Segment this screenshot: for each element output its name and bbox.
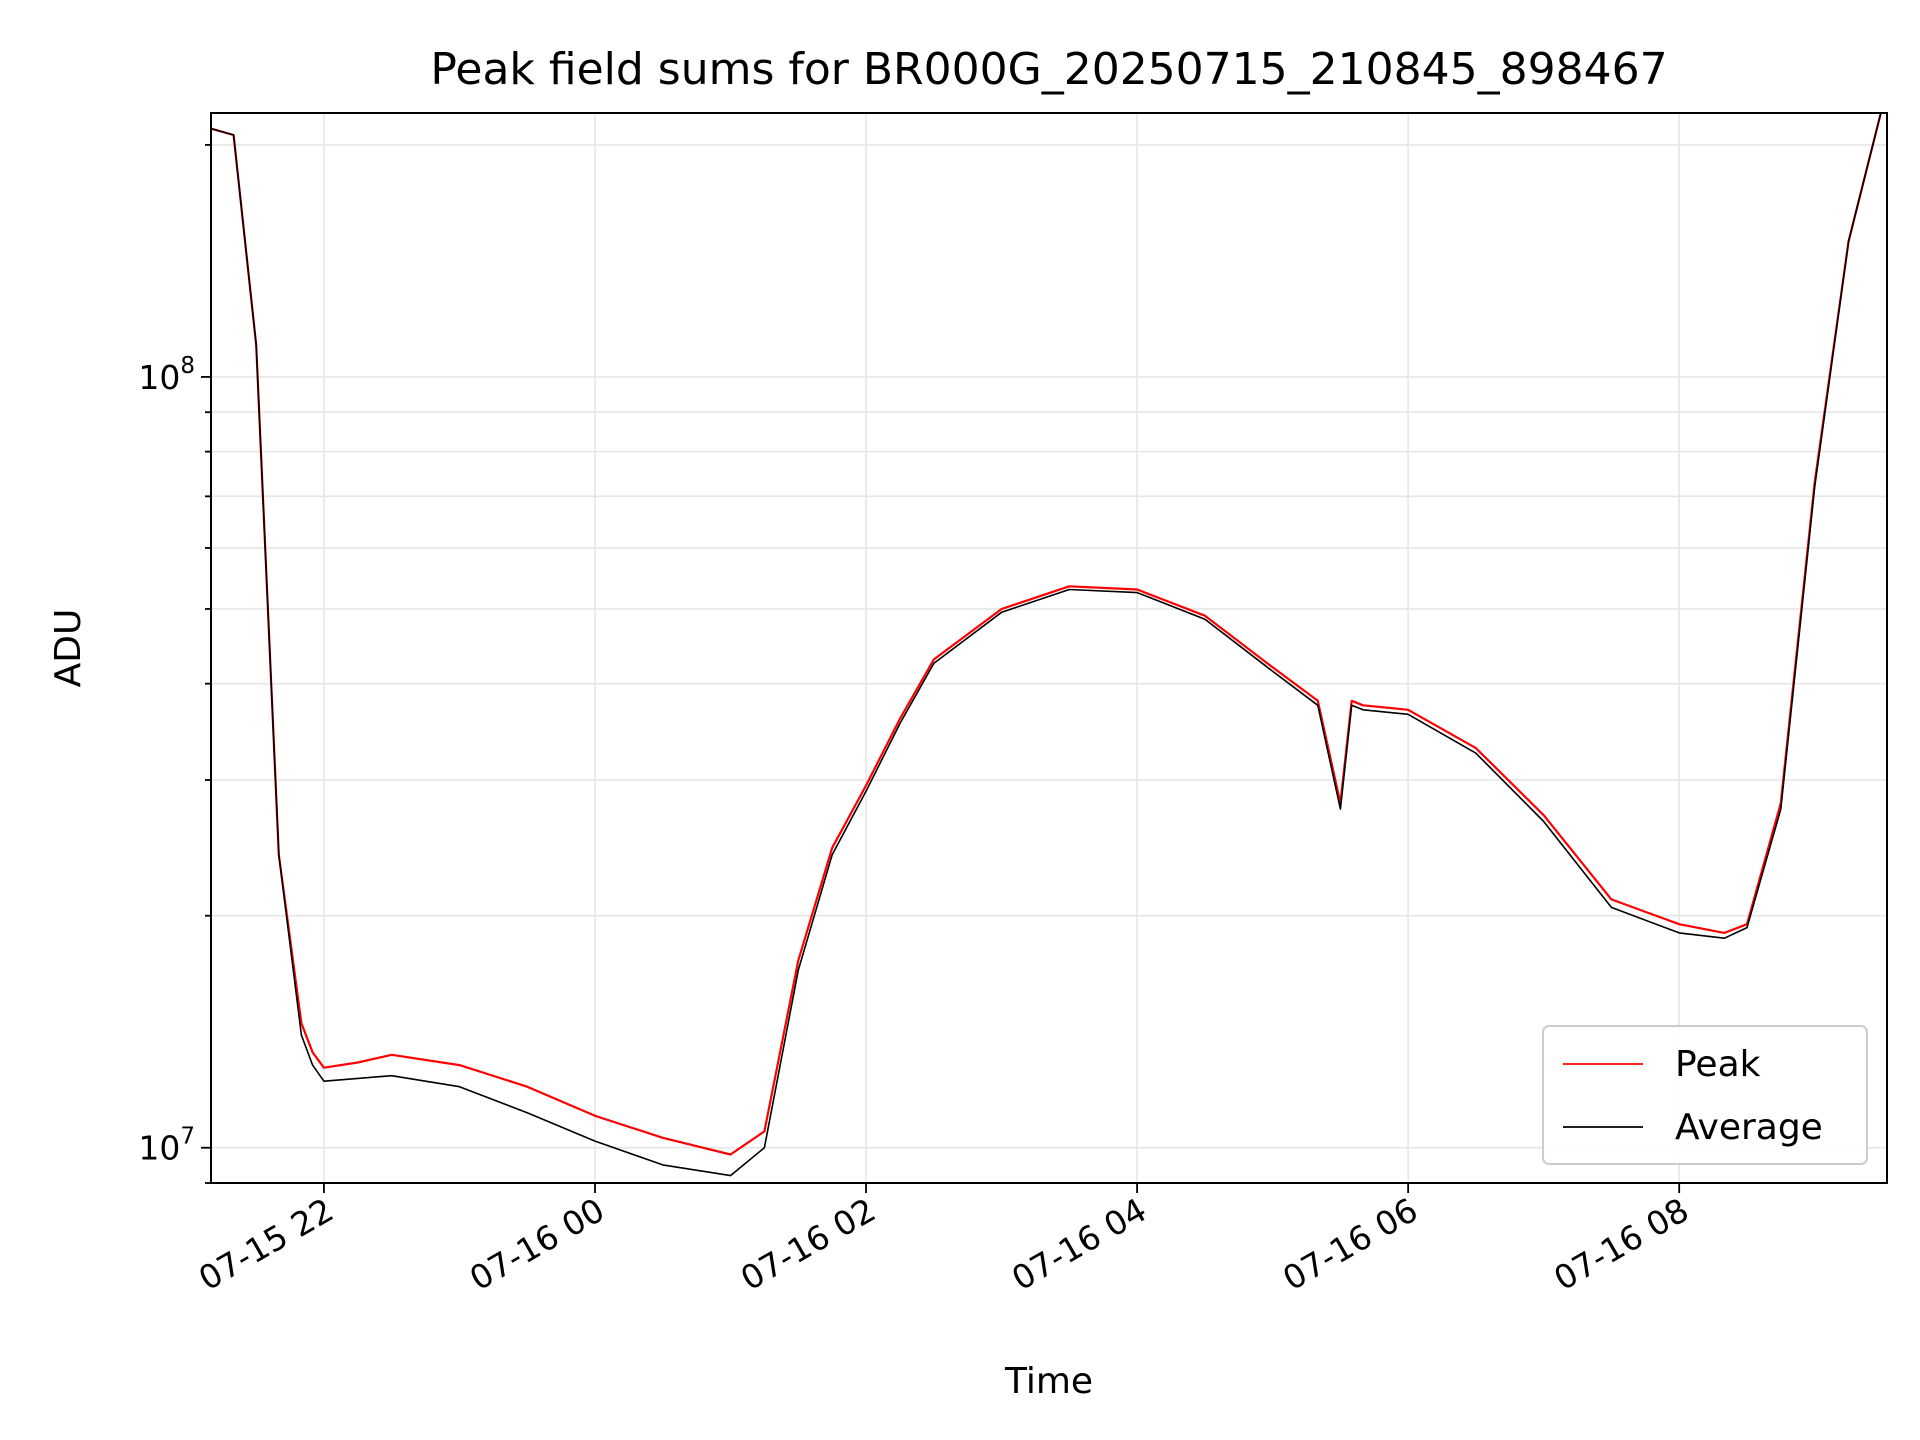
y-tick-label: 108	[138, 353, 195, 397]
legend-box	[1542, 1025, 1868, 1165]
plot-frame	[210, 112, 1888, 1184]
legend: Peak Average	[1542, 1025, 1868, 1165]
series-layer	[211, 113, 1882, 1177]
y-axis-label: ADU	[48, 609, 89, 688]
legend-label-average: Average	[1675, 1107, 1823, 1148]
legend-label-peak: Peak	[1675, 1044, 1761, 1085]
y-tick-label: 107	[138, 1124, 195, 1168]
grid	[211, 113, 1887, 1184]
chart-title: Peak field sums for BR000G_20250715_2108…	[430, 44, 1667, 95]
series-line-peak	[211, 113, 1882, 1156]
series-line-average	[211, 113, 1882, 1177]
x-axis-label: Time	[1004, 1361, 1093, 1402]
